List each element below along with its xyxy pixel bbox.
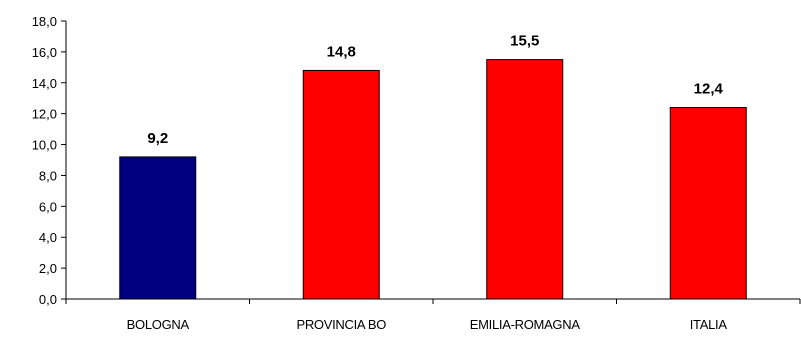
- y-tick-label: 4,0: [39, 230, 57, 245]
- x-category-label: BOLOGNA: [127, 317, 190, 332]
- bar-emilia-romagna: [486, 59, 564, 300]
- y-tick-label: 10,0: [32, 138, 57, 153]
- y-tick-label: 18,0: [32, 14, 57, 29]
- y-tick-label: 2,0: [39, 261, 57, 276]
- bar-value-label: 15,5: [510, 33, 539, 50]
- axes-group: [65, 21, 801, 304]
- data-labels-group: 9,2 14,8 15,5 12,4: [147, 33, 723, 147]
- x-category-label: PROVINCIA BO: [296, 317, 386, 332]
- bar-provincia-bo: [302, 69, 380, 300]
- y-axis-ticks: 0,0 2,0 4,0 6,0 8,0 10,0 12,0 14,0 16,0 18,0: [32, 14, 66, 307]
- x-axis-labels: BOLOGNA PROVINCIA BO EMILIA-ROMAGNA ITALIA: [127, 317, 728, 332]
- bar-bologna: [119, 156, 197, 300]
- bars-group: [119, 59, 747, 300]
- bar-italia: [669, 106, 747, 300]
- y-tick-label: 8,0: [39, 168, 57, 183]
- y-tick-label: 14,0: [32, 76, 57, 91]
- y-tick-label: 6,0: [39, 199, 57, 214]
- x-category-label: ITALIA: [690, 317, 728, 332]
- bar-value-label: 14,8: [327, 43, 356, 60]
- y-tick-label: 16,0: [32, 45, 57, 60]
- bar-value-label: 9,2: [147, 130, 168, 147]
- y-tick-label: 12,0: [32, 107, 57, 122]
- y-tick-label: 0,0: [39, 292, 57, 307]
- bar-value-label: 12,4: [694, 80, 724, 97]
- x-category-label: EMILIA-ROMAGNA: [470, 317, 581, 332]
